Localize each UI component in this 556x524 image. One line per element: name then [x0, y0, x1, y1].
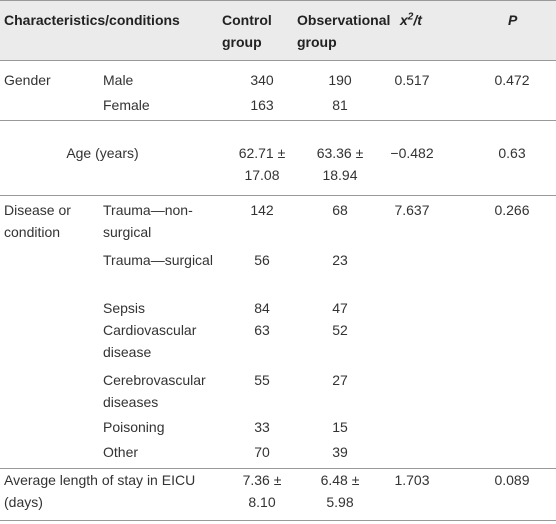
table-cell: −0.482 [390, 145, 434, 161]
table-cell: 39 [332, 444, 348, 460]
header-text: /t [413, 12, 422, 28]
rule [0, 120, 556, 121]
rule [0, 468, 556, 469]
table-cell: 190 [328, 72, 352, 88]
table-cell: 7.637 [394, 202, 430, 218]
rule [0, 60, 556, 61]
header-cell: Observational group [297, 12, 391, 50]
table-cell: Cardiovascular disease [103, 322, 197, 360]
table-cell: 23 [332, 252, 348, 268]
table-cell: 6.48 ± 5.98 [320, 472, 360, 510]
table-cell: Gender [4, 72, 51, 88]
table-cell: Trauma—non-surgical [103, 202, 193, 240]
table-cell: 142 [250, 202, 274, 218]
header-background [0, 0, 556, 60]
header-cell: Characteristics/conditions [4, 12, 180, 28]
table-cell: 15 [332, 419, 348, 435]
rule [0, 520, 556, 521]
table-cell: Trauma—surgical [103, 252, 213, 268]
table-cell: Cerebrovascular diseases [103, 372, 206, 410]
table-cell: 163 [250, 97, 274, 113]
table-cell: 33 [254, 419, 270, 435]
table-cell: 63.36 ± 18.94 [316, 145, 364, 183]
table-cell: 70 [254, 444, 270, 460]
table-cell: 0.517 [394, 72, 430, 88]
table-cell: Average length of stay in EICU (days) [4, 472, 196, 510]
header-cell: P [508, 12, 518, 28]
header-text: x [400, 12, 408, 28]
table-cell: Sepsis [103, 300, 146, 316]
table-cell: 0.089 [494, 472, 530, 488]
table-cell: 55 [254, 372, 270, 388]
header-cell: Control group [222, 12, 272, 50]
table-cell: 62.71 ± 17.08 [238, 145, 286, 183]
table-cell: 27 [332, 372, 348, 388]
table-cell: Disease or condition [4, 202, 71, 240]
table-cell: 7.36 ± 8.10 [242, 472, 282, 510]
header-text: 2 [407, 11, 414, 23]
table-cell: 1.703 [394, 472, 430, 488]
rule [0, 195, 556, 196]
table-cell: 81 [332, 97, 348, 113]
table-cell: 68 [332, 202, 348, 218]
table-cell: Poisoning [103, 419, 165, 435]
header-cell: x2/t [400, 9, 422, 31]
rule [0, 0, 556, 1]
table-cell: 0.63 [498, 145, 526, 161]
table-cell: 0.472 [494, 72, 530, 88]
table-cell: Other [103, 444, 139, 460]
table-cell: Female [103, 97, 150, 113]
table-cell: 63 [254, 322, 270, 338]
table-cell: 56 [254, 252, 270, 268]
table-cell: 47 [332, 300, 348, 316]
table-cell: 340 [250, 72, 274, 88]
table-cell: Male [103, 72, 134, 88]
table-cell: 52 [332, 322, 348, 338]
table-cell: 0.266 [494, 202, 530, 218]
table-cell: Age (years) [66, 145, 139, 161]
table-cell: 84 [254, 300, 270, 316]
